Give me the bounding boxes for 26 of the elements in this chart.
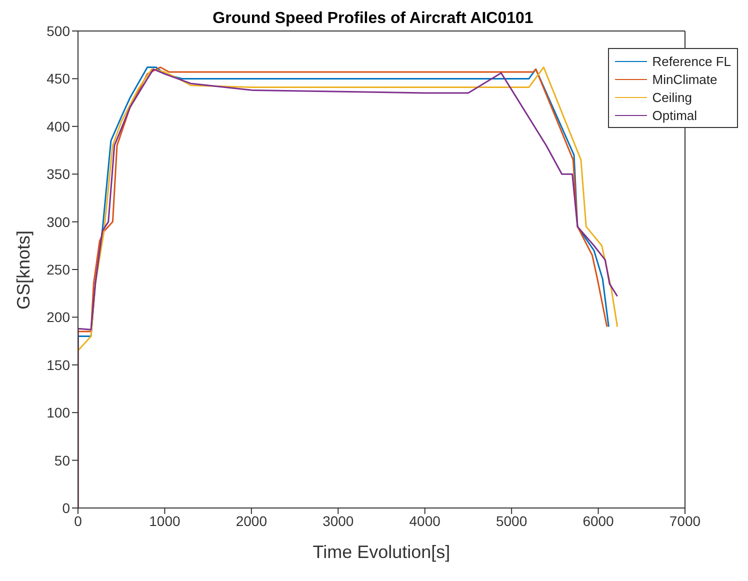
x-tick-label: 6000: [582, 512, 614, 529]
x-tick-label: 2000: [236, 512, 268, 529]
legend-label: Ceiling: [652, 90, 692, 104]
y-tick-label: 50: [54, 452, 70, 468]
x-axis-title: Time Evolution[s]: [312, 542, 450, 562]
y-tick-label: 0: [62, 500, 70, 516]
x-tick-label: 0: [74, 512, 82, 529]
legend-label: MinClimate: [652, 72, 718, 86]
y-tick-label: 150: [46, 356, 70, 373]
chart-title: Ground Speed Profiles of Aircraft AIC0101: [212, 10, 534, 27]
x-tick-label: 7000: [669, 512, 701, 529]
y-tick-label: 400: [46, 118, 70, 134]
y-tick-label: 200: [46, 309, 70, 326]
x-tick-label: 3000: [322, 512, 354, 529]
x-tick-label: 4000: [409, 512, 441, 529]
y-tick-label: 100: [46, 404, 70, 421]
y-tick-label: 250: [46, 261, 70, 278]
x-tick-label: 1000: [149, 512, 180, 529]
y-axis-title: GS[knots]: [13, 230, 34, 310]
y-tick-label: 350: [46, 166, 70, 182]
legend-label: Reference FL: [652, 54, 731, 68]
y-tick-label: 300: [46, 214, 70, 230]
x-tick-label: 5000: [496, 512, 528, 529]
y-tick-label: 500: [46, 22, 70, 39]
y-tick-label: 450: [46, 70, 70, 87]
legend-label: Optimal: [652, 108, 698, 122]
